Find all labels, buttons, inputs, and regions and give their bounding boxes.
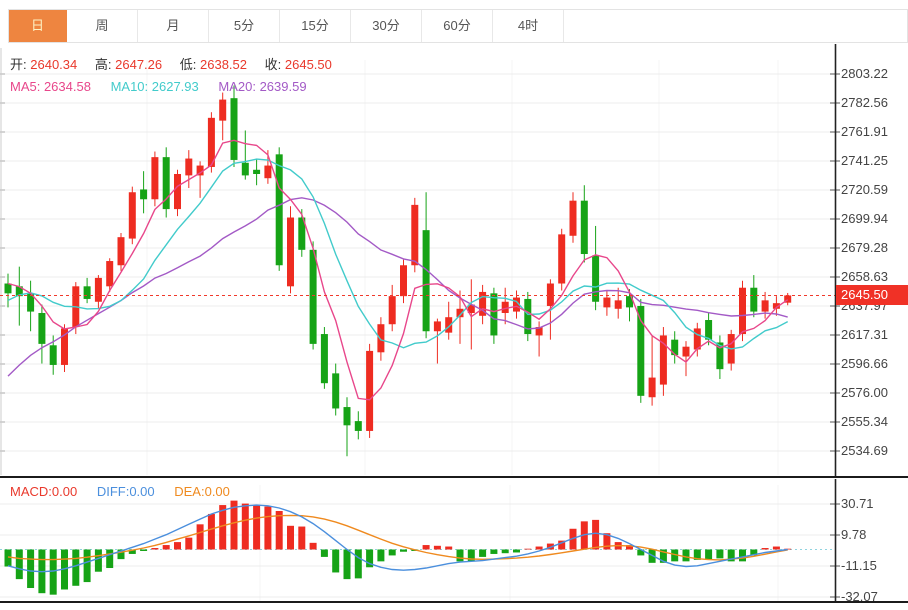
tab-月[interactable]: 月: [138, 10, 209, 42]
tab-5分[interactable]: 5分: [209, 10, 280, 42]
macd-histogram: [4, 500, 792, 595]
ma20-line: [7, 197, 788, 377]
price-axis-label: 2617.31: [841, 327, 888, 342]
tab-30分[interactable]: 30分: [351, 10, 422, 42]
timeframe-tabs: 日周月 5分 15分 30分 60分 4时: [8, 9, 908, 43]
macd-axis-label: 9.78: [841, 527, 867, 542]
bottom-border: [0, 601, 908, 603]
tab-周[interactable]: 周: [67, 10, 138, 42]
price-axis-label: 2576.00: [841, 385, 888, 400]
price-axis-label: 2658.63: [841, 269, 888, 284]
diff-line: [7, 504, 788, 573]
high-value: 2647.26: [115, 57, 163, 72]
ma10-line: [7, 158, 789, 350]
quote-line: 开: 2640.34 高: 2647.26 低: 2638.52 收: 2645…: [10, 54, 346, 73]
tab-60分[interactable]: 60分: [422, 10, 493, 42]
macd-legend: MACD:0.00 DIFF:0.00 DEA:0.00: [10, 484, 230, 499]
price-axis-label: 2534.69: [841, 443, 888, 458]
panel-divider: [0, 476, 908, 478]
open-value: 2640.34: [30, 57, 78, 72]
price-axis-label: 2596.66: [841, 356, 888, 371]
low-label: 低:: [179, 57, 197, 72]
price-axis-label: 2555.34: [841, 414, 888, 429]
macd-axis-label: 30.71: [841, 496, 874, 511]
candles: [4, 85, 792, 457]
open-label: 开:: [10, 57, 27, 72]
macd-axis-label: -11.15: [841, 558, 877, 573]
ma-legend: MA5: 2634.58 MA10: 2627.93 MA20: 2639.59: [10, 79, 307, 94]
tab-15分[interactable]: 15分: [280, 10, 351, 42]
dea-line: [7, 514, 788, 561]
ma5-legend: MA5: 2634.58: [10, 79, 91, 94]
close-label: 收:: [264, 57, 282, 72]
tab-日[interactable]: 日: [9, 10, 67, 42]
price-axis-label: 2679.28: [841, 240, 888, 255]
current-price-badge: 2645.50: [836, 285, 908, 305]
price-axis-label: 2803.22: [841, 66, 888, 81]
price-axis-label: 2782.56: [841, 95, 888, 110]
price-axis-label: 2699.94: [841, 211, 888, 226]
low-value: 2638.52: [200, 57, 247, 72]
high-label: 高:: [94, 57, 112, 72]
price-axis-label: 2741.25: [841, 153, 888, 168]
ma5-line: [7, 139, 789, 401]
candlestick-chart[interactable]: [0, 44, 908, 478]
macd-chart[interactable]: [0, 479, 908, 610]
tab-4时[interactable]: 4时: [493, 10, 564, 42]
price-axis-label: 2720.59: [841, 182, 888, 197]
close-value: 2645.50: [284, 57, 332, 72]
macd-value-label: MACD:0.00: [10, 484, 78, 499]
diff-value-label: DIFF:0.00: [96, 484, 155, 499]
price-axis-label: 2761.91: [841, 124, 888, 139]
ma10-legend: MA10: 2627.93: [110, 79, 199, 94]
ma20-legend: MA20: 2639.59: [218, 79, 307, 94]
dea-value-label: DEA:0.00: [174, 484, 230, 499]
macd-axis-label: -32.07: [841, 589, 878, 604]
